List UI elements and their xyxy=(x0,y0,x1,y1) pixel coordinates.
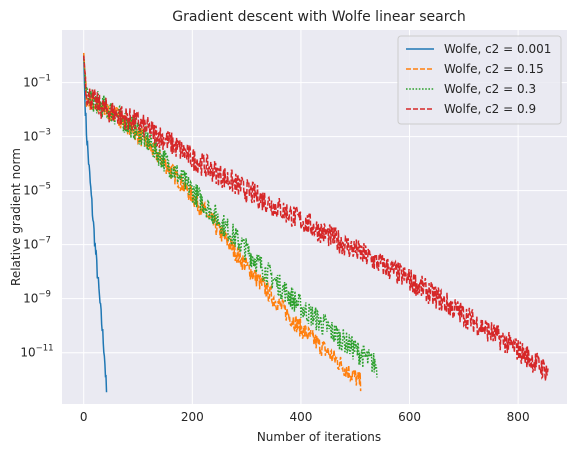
chart-title: Gradient descent with Wolfe linear searc… xyxy=(172,9,465,25)
y-tick-label: 10−3 xyxy=(23,128,51,144)
x-tick-label: 200 xyxy=(181,410,204,424)
y-tick-label: 10−1 xyxy=(23,74,51,90)
x-tick-label: 600 xyxy=(398,410,421,424)
legend: Wolfe, c2 = 0.001 Wolfe, c2 = 0.15 Wolfe, … xyxy=(398,36,561,124)
x-tick-label: 800 xyxy=(507,410,530,424)
y-axis-label: Relative gradient norm xyxy=(9,148,23,286)
x-tick-label: 0 xyxy=(80,410,88,424)
x-axis-label: Number of iterations xyxy=(257,430,381,444)
legend-label: Wolfe, c2 = 0.15 xyxy=(444,62,544,76)
legend-label: Wolfe, c2 = 0.9 xyxy=(444,102,536,116)
legend-label: Wolfe, c2 = 0.001 xyxy=(444,42,551,56)
y-tick-label: 10−5 xyxy=(23,182,51,198)
x-tick-label: 400 xyxy=(289,410,312,424)
y-tick-label: 10−7 xyxy=(23,236,51,252)
legend-label: Wolfe, c2 = 0.3 xyxy=(444,82,536,96)
y-tick-label: 10−11 xyxy=(20,344,53,360)
y-tick-label: 10−9 xyxy=(23,290,51,306)
